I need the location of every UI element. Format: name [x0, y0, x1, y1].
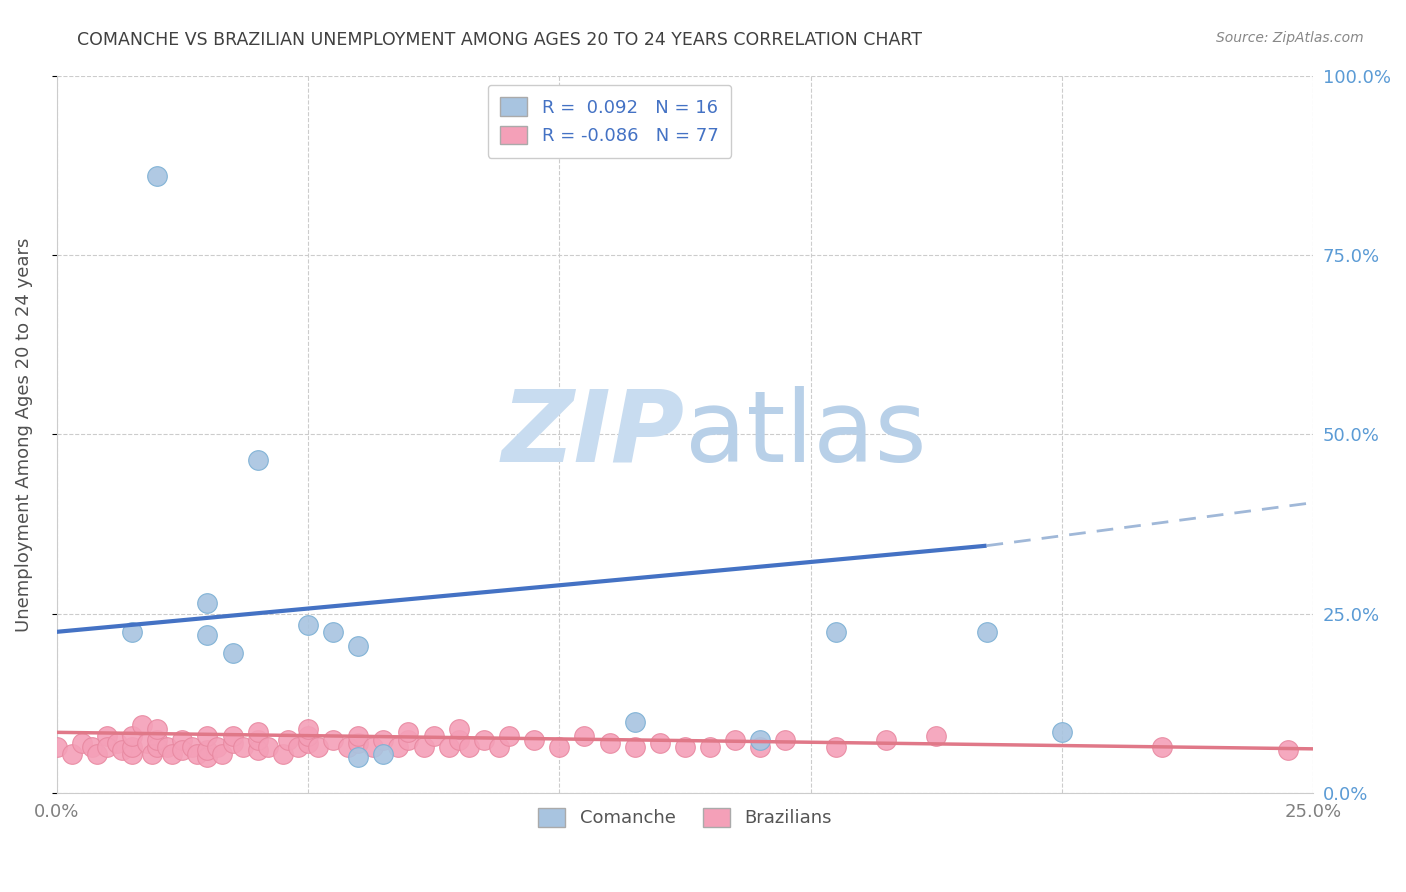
Point — [160, 747, 183, 761]
Point — [207, 739, 229, 754]
Y-axis label: Unemployment Among Ages 20 to 24 years: Unemployment Among Ages 20 to 24 years — [15, 237, 32, 632]
Point — [824, 739, 846, 754]
Point — [172, 732, 194, 747]
Point — [387, 739, 409, 754]
Point — [246, 725, 269, 739]
Point — [221, 646, 243, 660]
Point — [111, 743, 134, 757]
Point — [105, 736, 128, 750]
Point — [574, 729, 596, 743]
Point — [422, 729, 444, 743]
Point — [256, 739, 278, 754]
Point — [976, 624, 998, 639]
Point — [623, 739, 645, 754]
Point — [337, 739, 360, 754]
Point — [121, 729, 143, 743]
Point — [749, 732, 772, 747]
Point — [673, 739, 696, 754]
Point — [277, 732, 299, 747]
Point — [412, 739, 434, 754]
Point — [307, 739, 329, 754]
Point — [1050, 725, 1073, 739]
Point — [70, 736, 93, 750]
Point — [373, 732, 395, 747]
Point — [875, 732, 897, 747]
Point — [437, 739, 460, 754]
Point — [136, 736, 159, 750]
Point — [246, 743, 269, 757]
Point — [297, 729, 319, 743]
Point — [141, 747, 163, 761]
Point — [447, 722, 470, 736]
Point — [221, 736, 243, 750]
Text: Source: ZipAtlas.com: Source: ZipAtlas.com — [1216, 31, 1364, 45]
Point — [361, 739, 384, 754]
Point — [287, 739, 309, 754]
Point — [347, 750, 370, 764]
Point — [498, 729, 520, 743]
Point — [1152, 739, 1174, 754]
Point — [121, 747, 143, 761]
Point — [221, 729, 243, 743]
Point — [488, 739, 510, 754]
Point — [96, 739, 118, 754]
Point — [699, 739, 721, 754]
Point — [86, 747, 108, 761]
Point — [347, 729, 370, 743]
Text: ZIP: ZIP — [502, 386, 685, 483]
Point — [599, 736, 621, 750]
Point — [211, 747, 233, 761]
Point — [60, 747, 83, 761]
Point — [181, 739, 204, 754]
Point — [156, 739, 179, 754]
Point — [523, 732, 546, 747]
Point — [322, 732, 344, 747]
Point — [271, 747, 294, 761]
Point — [1277, 743, 1299, 757]
Point — [925, 729, 948, 743]
Point — [347, 736, 370, 750]
Point — [297, 722, 319, 736]
Point — [246, 452, 269, 467]
Point — [373, 747, 395, 761]
Point — [749, 739, 772, 754]
Point — [347, 639, 370, 653]
Text: COMANCHE VS BRAZILIAN UNEMPLOYMENT AMONG AGES 20 TO 24 YEARS CORRELATION CHART: COMANCHE VS BRAZILIAN UNEMPLOYMENT AMONG… — [77, 31, 922, 49]
Point — [146, 732, 169, 747]
Point — [197, 743, 219, 757]
Point — [623, 714, 645, 729]
Point — [146, 739, 169, 754]
Point — [121, 739, 143, 754]
Point — [246, 732, 269, 747]
Point — [146, 722, 169, 736]
Point — [457, 739, 479, 754]
Point — [548, 739, 571, 754]
Text: atlas: atlas — [685, 386, 927, 483]
Point — [724, 732, 747, 747]
Point — [186, 747, 208, 761]
Legend: Comanche, Brazilians: Comanche, Brazilians — [531, 801, 839, 835]
Point — [322, 624, 344, 639]
Point — [80, 739, 103, 754]
Point — [297, 736, 319, 750]
Point — [775, 732, 797, 747]
Point — [197, 596, 219, 610]
Point — [824, 624, 846, 639]
Point — [398, 725, 420, 739]
Point — [232, 739, 254, 754]
Point — [197, 750, 219, 764]
Point — [45, 739, 67, 754]
Point — [197, 628, 219, 642]
Point — [648, 736, 671, 750]
Point — [398, 732, 420, 747]
Point — [472, 732, 495, 747]
Point — [447, 732, 470, 747]
Point — [121, 624, 143, 639]
Point — [96, 729, 118, 743]
Point — [146, 169, 169, 183]
Point — [131, 718, 153, 732]
Point — [197, 729, 219, 743]
Point — [297, 617, 319, 632]
Point — [172, 743, 194, 757]
